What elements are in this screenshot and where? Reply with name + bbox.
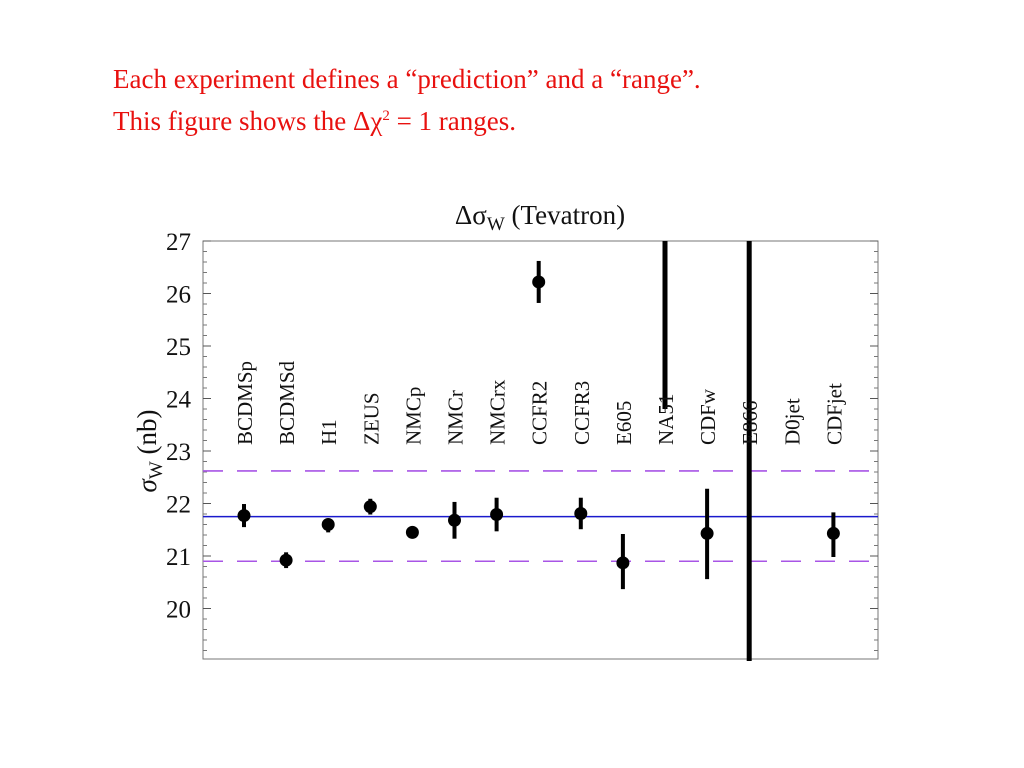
category-label-cdfw: CDFw <box>696 388 720 445</box>
category-label-ccfr2: CCFR2 <box>528 381 552 445</box>
slide-heading: Each experiment defines a “prediction” a… <box>113 58 701 142</box>
data-point-e605 <box>616 556 630 570</box>
category-label-bcdmsd: BCDMSd <box>275 360 299 445</box>
y-tick-label-21: 21 <box>166 544 191 571</box>
category-label-na51: NA51 <box>654 394 678 445</box>
data-point-nmcr <box>448 513 461 527</box>
heading-line-2-end: = 1 ranges. <box>389 106 517 136</box>
data-point-cdfw <box>700 526 714 540</box>
y-tick-label-27: 27 <box>166 229 191 256</box>
data-point-ccfr2 <box>532 275 546 289</box>
category-label-cdfjet: CDFjet <box>822 383 846 445</box>
data-point-nmcp <box>405 525 419 539</box>
y-axis-label: σW (nb) <box>132 410 167 493</box>
data-point-cdfjet <box>826 526 840 540</box>
category-label-nmcr: NMCr <box>444 390 468 445</box>
category-label-e605: E605 <box>612 401 636 445</box>
heading-line-1: Each experiment defines a “prediction” a… <box>113 64 701 94</box>
y-tick-label-22: 22 <box>166 492 191 519</box>
y-tick-label-26: 26 <box>166 282 191 309</box>
category-label-nmcrx: NMCrx <box>486 379 510 445</box>
chart-title: ΔσW (Tevatron) <box>455 200 625 235</box>
plot-frame <box>202 240 879 660</box>
chi-squared-exponent: 2 <box>382 108 390 124</box>
data-point-bcdmsd <box>279 553 293 567</box>
heading-line-2: This figure shows the Δχ2 = 1 ranges. <box>113 100 701 142</box>
category-label-d0jet: D0jet <box>780 398 804 445</box>
category-label-e866: E866 <box>738 401 762 445</box>
heading-line-2-text: This figure shows the Δχ <box>113 106 383 136</box>
data-point-nmcrx <box>490 508 504 522</box>
category-label-nmcp: NMCp <box>401 387 425 445</box>
data-point-ccfr3 <box>574 506 588 520</box>
data-point-h1 <box>321 518 335 531</box>
y-tick-label-23: 23 <box>166 439 191 466</box>
category-label-zeus: ZEUS <box>359 393 383 446</box>
y-tick-label-24: 24 <box>166 387 192 414</box>
data-point-bcdmsp <box>237 509 251 523</box>
y-tick-label-25: 25 <box>166 334 191 361</box>
data-point-zeus <box>363 500 377 514</box>
category-label-bcdmsp: BCDMSp <box>233 361 257 445</box>
category-label-h1: H1 <box>317 419 341 445</box>
category-label-ccfr3: CCFR3 <box>570 381 594 445</box>
y-tick-label-20: 20 <box>166 597 191 624</box>
